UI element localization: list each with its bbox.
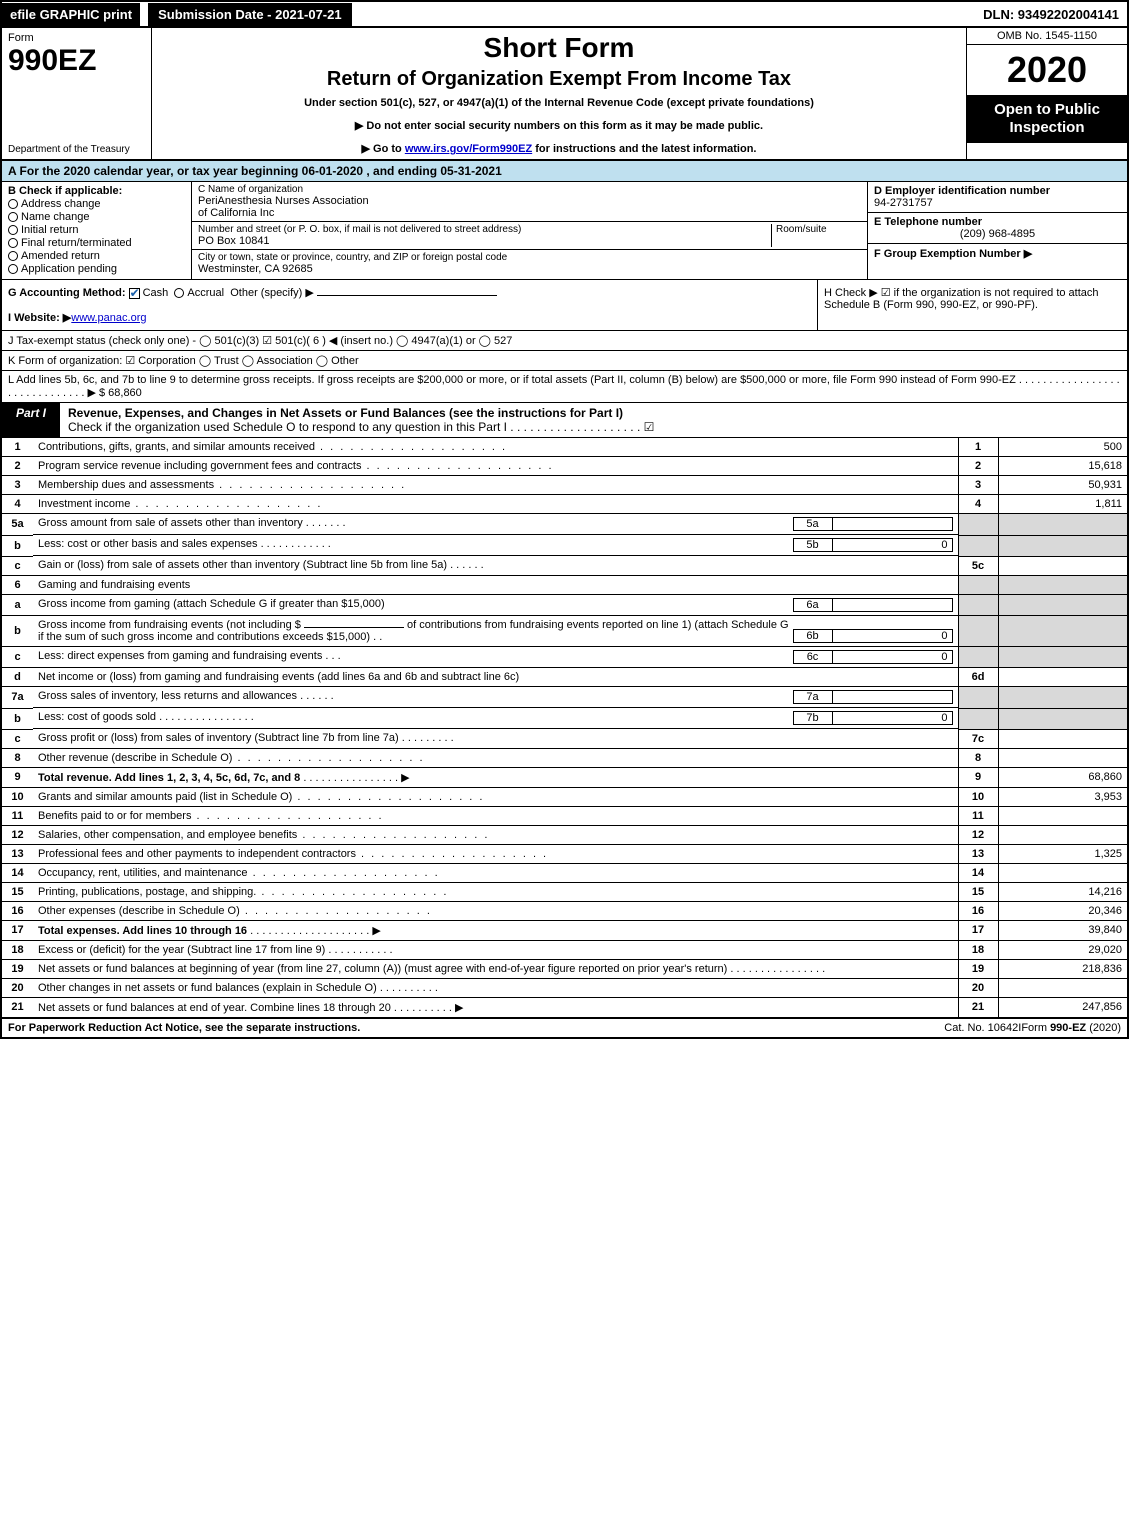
line-11: 11Benefits paid to or for members11 bbox=[1, 806, 1128, 825]
chk-accrual[interactable] bbox=[174, 288, 184, 298]
city-label: City or town, state or province, country… bbox=[198, 252, 861, 263]
org-name-1: PeriAnesthesia Nurses Association bbox=[198, 195, 861, 207]
line-16: 16Other expenses (describe in Schedule O… bbox=[1, 901, 1128, 920]
h-box: H Check ▶ ☑ if the organization is not r… bbox=[817, 280, 1127, 330]
header-right: OMB No. 1545-1150 2020 Open to Public In… bbox=[967, 28, 1127, 159]
tax-year: 2020 bbox=[967, 45, 1127, 95]
box-def: D Employer identification number 94-2731… bbox=[867, 182, 1127, 279]
line-6c: cLess: direct expenses from gaming and f… bbox=[1, 647, 1128, 668]
chk-initial-return[interactable]: Initial return bbox=[8, 224, 185, 236]
part1-header: Part I Revenue, Expenses, and Changes in… bbox=[0, 403, 1129, 438]
part1-table: 1Contributions, gifts, grants, and simil… bbox=[0, 438, 1129, 1018]
l-row: L Add lines 5b, 6c, and 7b to line 9 to … bbox=[0, 371, 1129, 403]
f-label: F Group Exemption Number ▶ bbox=[874, 248, 1032, 260]
goto-line: ▶ Go to www.irs.gov/Form990EZ for instru… bbox=[158, 142, 960, 155]
line-7b: bLess: cost of goods sold . . . . . . . … bbox=[1, 708, 1128, 729]
top-bar: efile GRAPHIC print Submission Date - 20… bbox=[0, 0, 1129, 28]
submission-date: Submission Date - 2021-07-21 bbox=[148, 3, 352, 26]
chk-cash[interactable] bbox=[129, 288, 140, 299]
ein-value: 94-2731757 bbox=[874, 197, 933, 209]
entity-box: B Check if applicable: Address change Na… bbox=[0, 182, 1129, 280]
line-18: 18Excess or (deficit) for the year (Subt… bbox=[1, 940, 1128, 959]
org-address: PO Box 10841 bbox=[198, 235, 771, 247]
box-b: B Check if applicable: Address change Na… bbox=[2, 182, 192, 279]
e-label: E Telephone number bbox=[874, 216, 982, 228]
part1-tag: Part I bbox=[2, 403, 60, 437]
header-center: Short Form Return of Organization Exempt… bbox=[152, 28, 967, 159]
line-6d: dNet income or (loss) from gaming and fu… bbox=[1, 668, 1128, 687]
chk-name-change[interactable]: Name change bbox=[8, 211, 185, 223]
box-c: C Name of organization PeriAnesthesia Nu… bbox=[192, 182, 867, 279]
c-label: C Name of organization bbox=[198, 184, 861, 195]
form-header: Form 990EZ Department of the Treasury Sh… bbox=[0, 28, 1129, 161]
chk-final-return[interactable]: Final return/terminated bbox=[8, 237, 185, 249]
g-label: G Accounting Method: bbox=[8, 287, 126, 299]
line-2: 2Program service revenue including gover… bbox=[1, 457, 1128, 476]
footer-left: For Paperwork Reduction Act Notice, see … bbox=[8, 1022, 944, 1034]
d-label: D Employer identification number bbox=[874, 185, 1050, 197]
line-10: 10Grants and similar amounts paid (list … bbox=[1, 787, 1128, 806]
line-20: 20Other changes in net assets or fund ba… bbox=[1, 978, 1128, 997]
other-method-input[interactable] bbox=[317, 295, 497, 296]
gh-row: G Accounting Method: Cash Accrual Other … bbox=[0, 280, 1129, 331]
line-7a: 7aGross sales of inventory, less returns… bbox=[1, 687, 1128, 709]
line-6: 6Gaming and fundraising events bbox=[1, 575, 1128, 594]
line-6a: aGross income from gaming (attach Schedu… bbox=[1, 594, 1128, 616]
footer: For Paperwork Reduction Act Notice, see … bbox=[0, 1018, 1129, 1039]
chk-application-pending[interactable]: Application pending bbox=[8, 263, 185, 275]
omb-number: OMB No. 1545-1150 bbox=[967, 28, 1127, 45]
line-17: 17Total expenses. Add lines 10 through 1… bbox=[1, 920, 1128, 940]
dln-label: DLN: 93492202004141 bbox=[983, 7, 1127, 22]
line-6b: bGross income from fundraising events (n… bbox=[1, 616, 1128, 647]
room-suite: Room/suite bbox=[771, 224, 861, 247]
i-label: I Website: ▶ bbox=[8, 312, 71, 324]
k-row: K Form of organization: ☑ Corporation ◯ … bbox=[0, 351, 1129, 371]
goto-post: for instructions and the latest informat… bbox=[532, 143, 756, 155]
form-number: 990EZ bbox=[8, 44, 145, 78]
line-14: 14Occupancy, rent, utilities, and mainte… bbox=[1, 863, 1128, 882]
line-21: 21Net assets or fund balances at end of … bbox=[1, 997, 1128, 1017]
line-13: 13Professional fees and other payments t… bbox=[1, 844, 1128, 863]
irs-link[interactable]: www.irs.gov/Form990EZ bbox=[405, 143, 532, 155]
line-5b: bLess: cost or other basis and sales exp… bbox=[1, 535, 1128, 556]
line-1: 1Contributions, gifts, grants, and simil… bbox=[1, 438, 1128, 457]
under-section: Under section 501(c), 527, or 4947(a)(1)… bbox=[158, 97, 960, 109]
line-8: 8Other revenue (describe in Schedule O)8 bbox=[1, 748, 1128, 767]
chk-address-change[interactable]: Address change bbox=[8, 198, 185, 210]
fundraising-amount-input[interactable] bbox=[304, 627, 404, 628]
phone-value: (209) 968-4895 bbox=[874, 228, 1121, 240]
org-city: Westminster, CA 92685 bbox=[198, 263, 861, 275]
ssn-warning: ▶ Do not enter social security numbers o… bbox=[158, 119, 960, 132]
line-7c: cGross profit or (loss) from sales of in… bbox=[1, 729, 1128, 748]
box-b-head: B Check if applicable: bbox=[8, 185, 122, 197]
addr-label: Number and street (or P. O. box, if mail… bbox=[198, 224, 771, 235]
dept-treasury: Department of the Treasury bbox=[8, 144, 145, 155]
header-left: Form 990EZ Department of the Treasury bbox=[2, 28, 152, 159]
goto-pre: ▶ Go to bbox=[362, 143, 405, 155]
form-word: Form bbox=[8, 32, 145, 44]
line-15: 15Printing, publications, postage, and s… bbox=[1, 882, 1128, 901]
short-form-title: Short Form bbox=[158, 32, 960, 64]
open-inspection: Open to Public Inspection bbox=[967, 95, 1127, 143]
return-title: Return of Organization Exempt From Incom… bbox=[158, 68, 960, 91]
line-3: 3Membership dues and assessments350,931 bbox=[1, 476, 1128, 495]
org-name-2: of California Inc bbox=[198, 207, 861, 219]
footer-right: Form 990-EZ (2020) bbox=[1021, 1022, 1121, 1034]
line-12: 12Salaries, other compensation, and empl… bbox=[1, 825, 1128, 844]
footer-center: Cat. No. 10642I bbox=[944, 1022, 1021, 1034]
chk-amended-return[interactable]: Amended return bbox=[8, 250, 185, 262]
part1-check: Check if the organization used Schedule … bbox=[68, 420, 654, 434]
part1-title: Revenue, Expenses, and Changes in Net As… bbox=[68, 406, 623, 420]
j-row: J Tax-exempt status (check only one) - ◯… bbox=[0, 331, 1129, 351]
tax-year-row: A For the 2020 calendar year, or tax yea… bbox=[0, 161, 1129, 182]
line-5c: cGain or (loss) from sale of assets othe… bbox=[1, 556, 1128, 575]
line-4: 4Investment income41,811 bbox=[1, 495, 1128, 514]
line-19: 19Net assets or fund balances at beginni… bbox=[1, 959, 1128, 978]
efile-label[interactable]: efile GRAPHIC print bbox=[2, 3, 140, 26]
website-link[interactable]: www.panac.org bbox=[71, 312, 146, 324]
line-9: 9Total revenue. Add lines 1, 2, 3, 4, 5c… bbox=[1, 767, 1128, 787]
line-5a: 5aGross amount from sale of assets other… bbox=[1, 514, 1128, 536]
